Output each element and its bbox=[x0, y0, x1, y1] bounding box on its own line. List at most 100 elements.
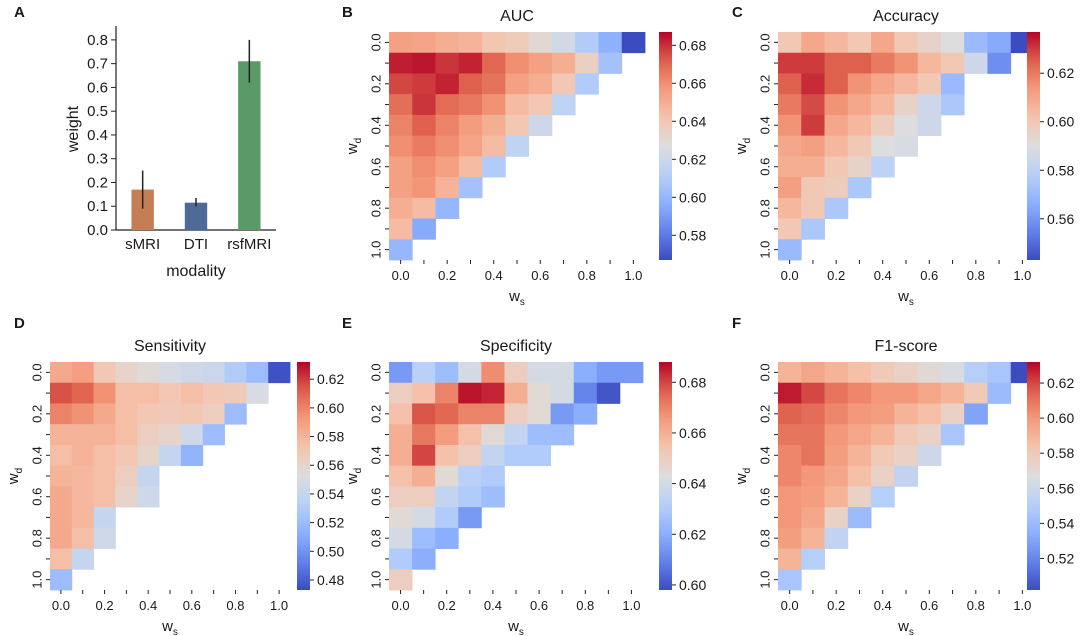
y-axis-title-base: w bbox=[5, 473, 22, 485]
colorbar-tick-label: 0.68 bbox=[679, 374, 706, 390]
heatmap-cell bbox=[871, 486, 895, 508]
heatmap-cell bbox=[824, 486, 849, 508]
heatmap-cell bbox=[527, 424, 552, 446]
heatmap-cell bbox=[435, 527, 459, 549]
y-tick-label: 1.0 bbox=[758, 241, 773, 259]
x-axis-title-subscript: s bbox=[520, 297, 525, 308]
x-tick-label: 0.6 bbox=[920, 268, 938, 283]
heatmap-cell bbox=[801, 114, 825, 137]
x-tick-label: 0.8 bbox=[226, 598, 244, 613]
heatmap-cell bbox=[778, 569, 802, 591]
x-axis-title-base: w bbox=[897, 618, 909, 635]
heatmap-cell bbox=[801, 486, 825, 508]
heatmap-cell bbox=[824, 444, 849, 467]
heatmap-cell bbox=[458, 424, 482, 446]
x-tick-label: 1.0 bbox=[1013, 598, 1031, 613]
chart-title: Accuracy bbox=[873, 8, 939, 25]
heatmap-cell bbox=[824, 114, 849, 137]
x-tick-label: 1.0 bbox=[270, 598, 288, 613]
x-tick-label: 0.0 bbox=[392, 268, 410, 283]
heatmap-cell bbox=[847, 507, 872, 529]
heatmap-cell bbox=[458, 52, 483, 74]
x-axis-title-base: w bbox=[508, 288, 520, 305]
x-tick-label: 0.8 bbox=[578, 268, 596, 283]
y-tick-label: 0.2 bbox=[758, 405, 773, 423]
heatmap-cell bbox=[389, 569, 413, 591]
heatmap-cell bbox=[527, 403, 552, 425]
heatmap-cell bbox=[482, 94, 506, 116]
heatmap-cell bbox=[801, 507, 825, 529]
heatmap-cell bbox=[458, 507, 482, 529]
heatmap-cell bbox=[159, 362, 182, 384]
heatmap-cell bbox=[202, 424, 225, 446]
chart-title: AUC bbox=[500, 8, 534, 25]
heatmap-cell bbox=[894, 114, 919, 137]
heatmap-cell bbox=[71, 362, 95, 384]
x-tick-label: 0.0 bbox=[781, 268, 799, 283]
colorbar-tick-label: 0.64 bbox=[679, 476, 706, 492]
heatmap-cell bbox=[71, 486, 95, 508]
heatmap-cell bbox=[847, 94, 872, 116]
heatmap-cell bbox=[482, 114, 506, 137]
heatmap-cell bbox=[50, 382, 73, 404]
heatmap-cell bbox=[573, 382, 598, 404]
heatmap-cell bbox=[824, 73, 849, 95]
heatmap-cell bbox=[778, 486, 802, 508]
heatmap-cell bbox=[801, 177, 825, 199]
heatmap-cell bbox=[504, 424, 528, 446]
heatmap-cell bbox=[93, 486, 116, 508]
heatmap-cell bbox=[50, 486, 73, 508]
y-tick-label: 1.0 bbox=[369, 241, 384, 259]
y-tick-label: 0.8 bbox=[758, 199, 773, 217]
heatmap-cell bbox=[575, 73, 599, 95]
heatmap-cell bbox=[801, 424, 825, 446]
heatmap-cell bbox=[940, 94, 965, 116]
heatmap-cell bbox=[801, 156, 825, 178]
heatmap-cell bbox=[917, 114, 942, 137]
heatmap-cell bbox=[389, 197, 413, 219]
heatmap-cell bbox=[847, 382, 872, 404]
heatmap-cell bbox=[801, 197, 825, 219]
colorbar-tick-label: 0.48 bbox=[317, 572, 344, 588]
x-tick-label: 0.0 bbox=[392, 598, 410, 613]
heatmap-cell bbox=[412, 507, 436, 529]
heatmap-cell bbox=[115, 465, 138, 487]
heatmap-cell bbox=[801, 548, 825, 570]
colorbar bbox=[297, 362, 310, 590]
x-tick-label: 0.4 bbox=[484, 598, 502, 613]
heatmap-cell bbox=[528, 52, 553, 74]
heatmap-cell bbox=[159, 382, 182, 404]
heatmap-cell bbox=[389, 32, 413, 54]
heatmap-cell bbox=[458, 444, 482, 467]
y-tick-label: 0.5 bbox=[87, 103, 108, 120]
y-axis-title: wd bbox=[5, 468, 25, 485]
heatmap-cell bbox=[894, 444, 919, 467]
y-axis-title-base: w bbox=[344, 143, 361, 155]
x-tick-label: 0.6 bbox=[531, 268, 549, 283]
heatmap-cell bbox=[389, 94, 413, 116]
heatmap-cell bbox=[159, 403, 182, 425]
heatmap-cell bbox=[93, 424, 116, 446]
heatmap-cell bbox=[50, 527, 73, 549]
x-axis-title: modality bbox=[166, 263, 226, 280]
heatmap-cell bbox=[801, 362, 825, 384]
heatmap-cell bbox=[246, 382, 269, 404]
heatmap-cell bbox=[596, 362, 621, 384]
heatmap-cell bbox=[894, 135, 919, 157]
heatmap-cell bbox=[412, 362, 436, 384]
heatmap-cell bbox=[137, 465, 160, 487]
heatmap-cell bbox=[389, 507, 413, 529]
x-axis-title-subscript: s bbox=[909, 297, 914, 308]
heatmap-cell bbox=[412, 94, 436, 116]
bar-DTI bbox=[184, 202, 208, 230]
colorbar-tick-label: 0.58 bbox=[1047, 162, 1074, 178]
heatmap-cell bbox=[115, 403, 138, 425]
heatmap-cell bbox=[71, 465, 95, 487]
heatmap-cell bbox=[482, 156, 506, 178]
panel-label: A bbox=[14, 4, 25, 21]
colorbar-tick-label: 0.52 bbox=[317, 515, 344, 531]
heatmap-cell bbox=[778, 94, 802, 116]
heatmap-cell bbox=[871, 135, 895, 157]
